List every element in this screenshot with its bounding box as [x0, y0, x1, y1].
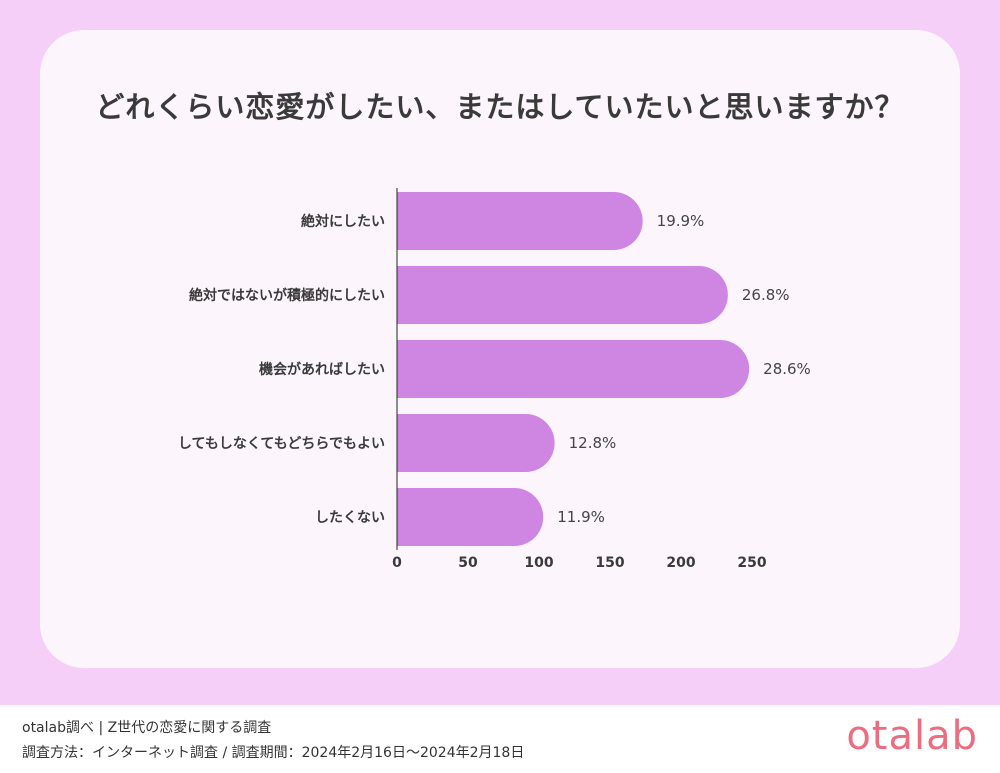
- x-tick-label: 100: [524, 555, 553, 571]
- x-tick-label: 200: [666, 555, 695, 571]
- category-label: してもしなくてもどちらでもよい: [178, 436, 385, 452]
- bar: [397, 488, 544, 546]
- category-label: 機会があればしたい: [259, 361, 385, 378]
- otalab-logo: otalab: [846, 713, 978, 759]
- x-tick-label: 0: [392, 555, 402, 571]
- bar: [397, 192, 643, 250]
- data-label: 19.9%: [657, 212, 705, 230]
- data-label: 11.9%: [557, 508, 605, 526]
- bar: [397, 414, 555, 472]
- footer-method: 調査方法：インターネット調査 / 調査期間：2024年2月16日〜2024年2月…: [22, 745, 525, 761]
- x-tick-label: 50: [458, 555, 478, 571]
- category-label: したくない: [315, 510, 385, 526]
- chart-title: どれくらい恋愛がしたい、またはしていたいと思いますか？: [95, 90, 905, 124]
- footer-source: otalab調べ | Z世代の恋愛に関する調査: [22, 720, 272, 736]
- bar-chart: 絶対にしたい 19.9% 絶対ではないが積極的にしたい 26.8% 機会があればしたい 2…: [178, 188, 811, 571]
- x-tick-label: 150: [595, 555, 624, 571]
- footer: otalab調べ | Z世代の恋愛に関する調査 調査方法：インターネット調査 /…: [0, 705, 1000, 773]
- bar: [397, 340, 750, 398]
- data-label: 26.8%: [742, 286, 790, 304]
- category-label: 絶対にしたい: [301, 213, 385, 230]
- data-label: 28.6%: [763, 360, 811, 378]
- bar: [397, 266, 728, 324]
- category-label: 絶対ではないが積極的にしたい: [189, 287, 385, 304]
- data-label: 12.8%: [569, 434, 617, 452]
- x-tick-label: 250: [737, 555, 766, 571]
